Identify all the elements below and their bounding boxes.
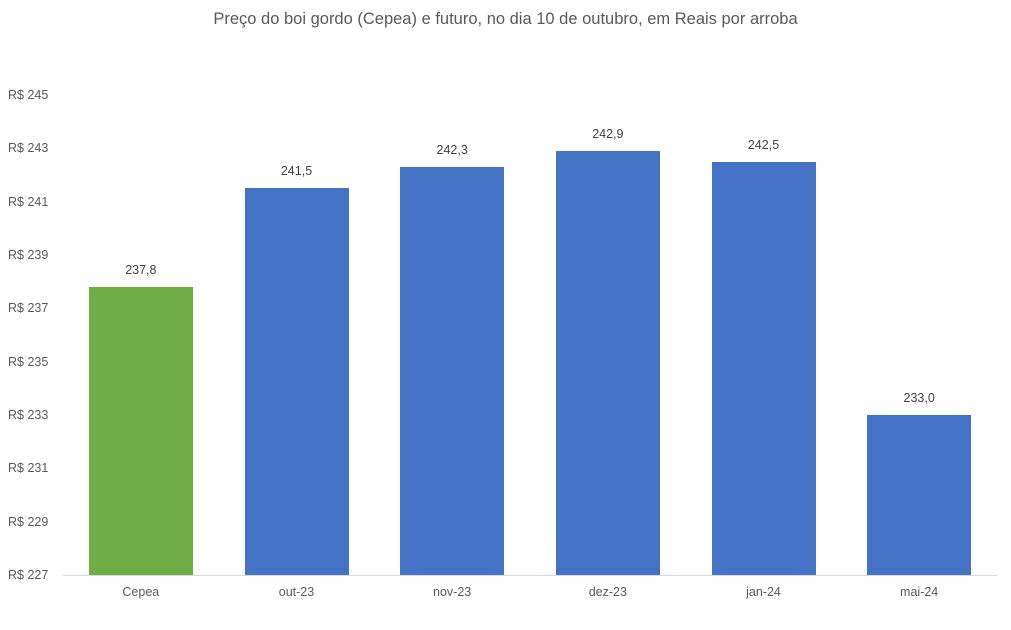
x-tick-label: Cepea (122, 585, 160, 599)
data-label: 237,8 (125, 263, 157, 277)
y-tick-label: R$ 243 (8, 141, 49, 156)
x-tick-label: out-23 (278, 585, 315, 599)
data-label: 242,3 (436, 143, 468, 157)
bar-cepea (88, 287, 193, 575)
bar-nov-23 (400, 167, 505, 575)
bar-dez-23 (555, 151, 660, 575)
y-tick-label: R$ 229 (8, 514, 49, 529)
x-tick-label: mai-24 (900, 585, 939, 599)
chart-title: Preço do boi gordo (Cepea) e futuro, no … (213, 10, 798, 28)
bar-mai-24 (867, 415, 972, 575)
y-tick-label: R$ 241 (8, 194, 49, 209)
x-tick-label: jan-24 (746, 585, 781, 599)
bar-jan-24 (711, 161, 816, 575)
y-tick-label: R$ 233 (8, 408, 49, 422)
data-label: 242,9 (592, 127, 624, 141)
data-label: 233,0 (903, 391, 935, 405)
x-axis-line (63, 575, 997, 576)
y-tick-label: R$ 231 (8, 461, 49, 476)
y-tick-label: R$ 227 (8, 568, 49, 582)
y-tick-label: R$ 237 (8, 301, 49, 316)
x-tick-label: nov-23 (433, 585, 472, 599)
x-tick-label: dez-23 (588, 585, 627, 599)
y-tick-label: R$ 239 (8, 248, 49, 262)
data-label: 241,5 (280, 164, 313, 179)
bar-out-23 (244, 188, 349, 575)
y-tick-label: R$ 245 (8, 88, 49, 102)
data-label: 242,5 (747, 137, 780, 152)
y-tick-label: R$ 235 (8, 354, 49, 369)
